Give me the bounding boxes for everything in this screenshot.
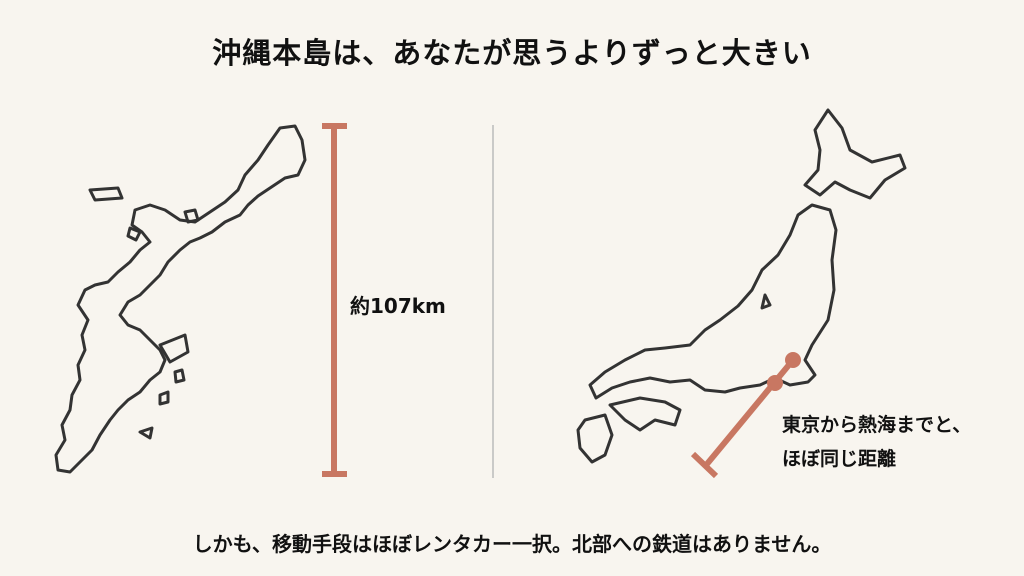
- length-label: 約107km: [350, 294, 446, 318]
- distance-line-icon: [690, 352, 801, 479]
- note-line-1: 東京から熱海までと、: [782, 414, 972, 436]
- distance-scale-bar-icon: [322, 123, 347, 477]
- page-title: 沖縄本島は、あなたが思うよりずっと大きい: [212, 36, 812, 70]
- caption: しかも、移動手段はほぼレンタカー一択。北部への鉄道はありません。: [192, 532, 832, 556]
- distance-note: 東京から熱海までと、 ほぼ同じ距離: [782, 408, 971, 476]
- japan-map-icon: [576, 108, 907, 464]
- okinawa-map-icon: [54, 124, 307, 474]
- note-line-2: ほぼ同じ距離: [782, 448, 897, 470]
